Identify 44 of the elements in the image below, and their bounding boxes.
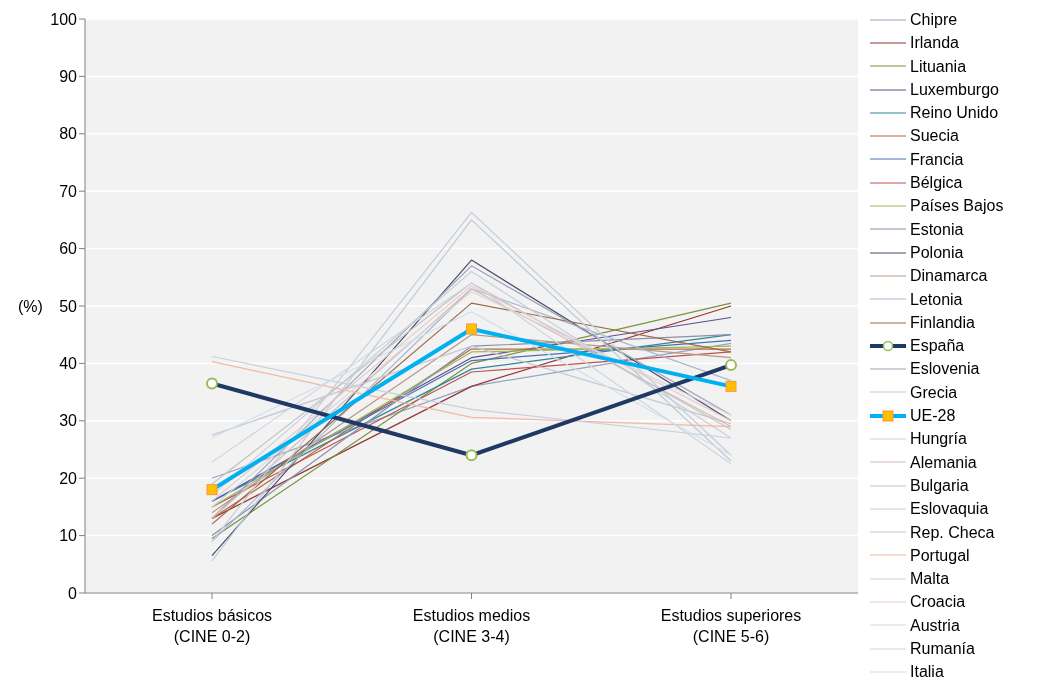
legend-label: Lituania [910, 56, 967, 77]
legend-label: Hungría [910, 429, 967, 450]
y-tick-label: 70 [59, 182, 78, 200]
legend-label: UE-28 [910, 406, 956, 427]
legend-label: Dinamarca [910, 266, 988, 287]
legend-label: Países Bajos [910, 196, 1004, 217]
y-tick-label: 20 [59, 469, 78, 487]
y-axis-title: (%) [18, 297, 43, 315]
legend-label: Suecia [910, 126, 959, 147]
legend-label: Eslovaquia [910, 499, 989, 520]
legend-label: Portugal [910, 545, 970, 566]
y-tick-label: 90 [59, 68, 78, 86]
legend-label: Alemania [910, 452, 977, 473]
x-tick-label: Estudios superiores (CINE 5-6) [660, 607, 802, 645]
legend-label: Letonia [910, 289, 963, 310]
legend-label: Luxemburgo [910, 79, 999, 100]
y-tick-label: 30 [59, 412, 78, 430]
y-tick-label: 40 [59, 355, 78, 373]
legend-label: Bulgaria [910, 475, 969, 496]
y-tick-label: 50 [59, 297, 78, 315]
legend-label: Estonia [910, 219, 964, 240]
legend-label: Malta [910, 569, 950, 590]
y-tick-label: 100 [50, 10, 78, 28]
legend-label: Reino Unido [910, 103, 999, 124]
x-tick-label: Estudios básicos (CINE 0-2) [151, 607, 273, 645]
y-tick-label: 80 [59, 125, 78, 143]
legend-label: Irlanda [910, 33, 959, 54]
legend-label: Francia [910, 149, 964, 170]
y-tick-label: 0 [68, 584, 78, 602]
legend-label: Austria [910, 615, 960, 636]
legend-label: Eslovenia [910, 359, 980, 380]
legend-label: Polonia [910, 242, 964, 263]
legend-label: Rumanía [910, 639, 975, 659]
y-tick-label: 60 [59, 240, 78, 258]
legend-label: Grecia [910, 382, 958, 403]
legend-label: Finlandia [910, 312, 975, 333]
legend-label: Rep. Checa [910, 522, 995, 543]
legend-label: Croacia [910, 592, 966, 613]
legend-label: Bélgica [910, 173, 963, 194]
x-tick-label: Estudios medios (CINE 3-4) [412, 607, 531, 645]
legend-label: Italia [910, 662, 944, 683]
legend-label: España [910, 336, 965, 357]
y-tick-label: 10 [59, 527, 78, 545]
legend-label: Chipre [910, 10, 958, 30]
